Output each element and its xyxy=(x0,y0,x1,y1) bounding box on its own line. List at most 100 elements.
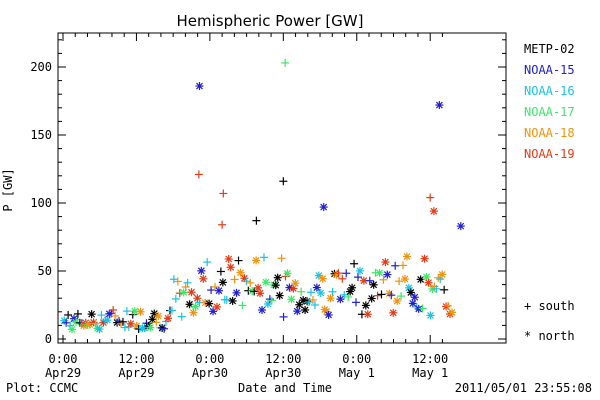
data-point-south xyxy=(160,324,169,333)
data-point-north xyxy=(438,270,447,279)
data-point-south xyxy=(338,274,347,283)
data-point-south xyxy=(373,291,382,300)
data-point-north xyxy=(154,311,163,320)
y-tick-label: 200 xyxy=(30,60,52,74)
data-point-south xyxy=(128,310,137,319)
data-point-south xyxy=(118,317,127,326)
legend-entry: NOAA-19 xyxy=(524,147,575,161)
data-point-south xyxy=(310,300,319,309)
chart-title: Hemispheric Power [GW] xyxy=(177,12,364,30)
data-point-north xyxy=(447,308,456,317)
data-point-south xyxy=(238,301,247,310)
data-point-south xyxy=(120,323,129,332)
data-point-north xyxy=(236,268,245,277)
data-point-south xyxy=(64,310,73,319)
data-point-south xyxy=(177,312,186,321)
data-point-north xyxy=(367,294,376,303)
data-point-south xyxy=(279,177,288,186)
data-point-north xyxy=(319,203,328,212)
data-point-south xyxy=(379,275,388,284)
data-point-north xyxy=(164,314,173,323)
data-point-north xyxy=(393,297,402,306)
data-point-north xyxy=(336,295,345,304)
data-point-north xyxy=(68,325,77,334)
x-tick-time: 12:00 xyxy=(118,352,154,366)
data-point-south xyxy=(211,282,220,291)
y-axis-label: P [GW] xyxy=(1,168,15,211)
data-point-south xyxy=(281,58,290,67)
x-axis-label: Date and Time xyxy=(238,381,332,395)
data-point-south xyxy=(340,290,349,299)
x-tick-date: May 1 xyxy=(412,366,448,380)
data-point-north xyxy=(293,307,302,316)
data-point-north xyxy=(303,297,312,306)
data-point-south xyxy=(377,290,386,299)
data-point-north xyxy=(420,254,429,263)
data-point-north xyxy=(287,295,296,304)
data-point-south xyxy=(171,294,180,303)
data-point-north xyxy=(232,288,241,297)
data-point-south xyxy=(250,287,259,296)
data-point-south xyxy=(259,253,268,262)
data-point-south xyxy=(353,273,362,282)
data-point-north xyxy=(410,293,419,302)
data-point-south xyxy=(365,276,374,285)
data-point-north xyxy=(212,302,221,311)
legend: METP-02 NOAA-15 NOAA-16 NOAA-17 NOAA-18 NOAA-… xyxy=(524,42,575,161)
data-point-south xyxy=(440,285,449,294)
y-tick-label: 100 xyxy=(30,196,52,210)
data-point-north xyxy=(189,308,198,317)
y-tick-label: 50 xyxy=(38,264,52,278)
data-point-north xyxy=(179,288,188,297)
data-point-north xyxy=(400,275,409,284)
data-point-north xyxy=(199,274,208,283)
data-point-north xyxy=(332,270,341,279)
data-point-south xyxy=(444,301,453,310)
data-point-south xyxy=(432,284,441,293)
data-point-north xyxy=(383,270,392,279)
x-axis: 0:00Apr2912:00Apr290:00Apr3012:00Apr300:… xyxy=(45,33,448,380)
data-point-south xyxy=(267,296,276,305)
data-point-north xyxy=(205,299,214,308)
legend-entry: NOAA-16 xyxy=(524,84,575,98)
x-tick-date: Apr29 xyxy=(118,366,154,380)
data-point-north xyxy=(95,325,104,334)
data-point-south xyxy=(350,259,359,268)
marker-legend-entry: + south xyxy=(524,299,575,313)
data-point-south xyxy=(97,311,106,320)
data-point-north xyxy=(273,273,282,282)
data-point-south xyxy=(306,288,315,297)
data-point-north xyxy=(363,310,372,319)
data-point-south xyxy=(397,292,406,301)
data-point-north xyxy=(193,294,202,303)
timestamp: 2011/05/01 23:55:08 xyxy=(455,381,592,395)
data-point-north xyxy=(283,269,292,278)
data-point-north xyxy=(429,207,438,216)
data-point-south xyxy=(73,309,82,318)
data-point-north xyxy=(261,278,270,287)
data-point-south xyxy=(183,278,192,287)
data-point-south xyxy=(399,261,408,270)
data-point-north xyxy=(60,316,69,325)
data-point-north xyxy=(187,288,196,297)
marker-legend: + south * north xyxy=(524,299,575,343)
data-point-south xyxy=(219,189,228,198)
data-point-south xyxy=(152,318,161,327)
data-point-north xyxy=(422,272,431,281)
data-point-south xyxy=(279,312,288,321)
data-point-north xyxy=(195,82,204,91)
data-point-south xyxy=(342,269,351,278)
y-tick-label: 0 xyxy=(45,332,52,346)
data-point-north xyxy=(442,302,451,311)
x-tick-time: 12:00 xyxy=(412,352,448,366)
data-point-north xyxy=(312,283,321,292)
data-point-north xyxy=(271,281,280,290)
data-point-south xyxy=(222,295,231,304)
data-point-north xyxy=(256,289,265,298)
data-point-north xyxy=(126,319,135,328)
data-point-north xyxy=(89,318,98,327)
data-points xyxy=(60,58,465,334)
data-point-north xyxy=(375,268,384,277)
data-point-north xyxy=(326,294,335,303)
